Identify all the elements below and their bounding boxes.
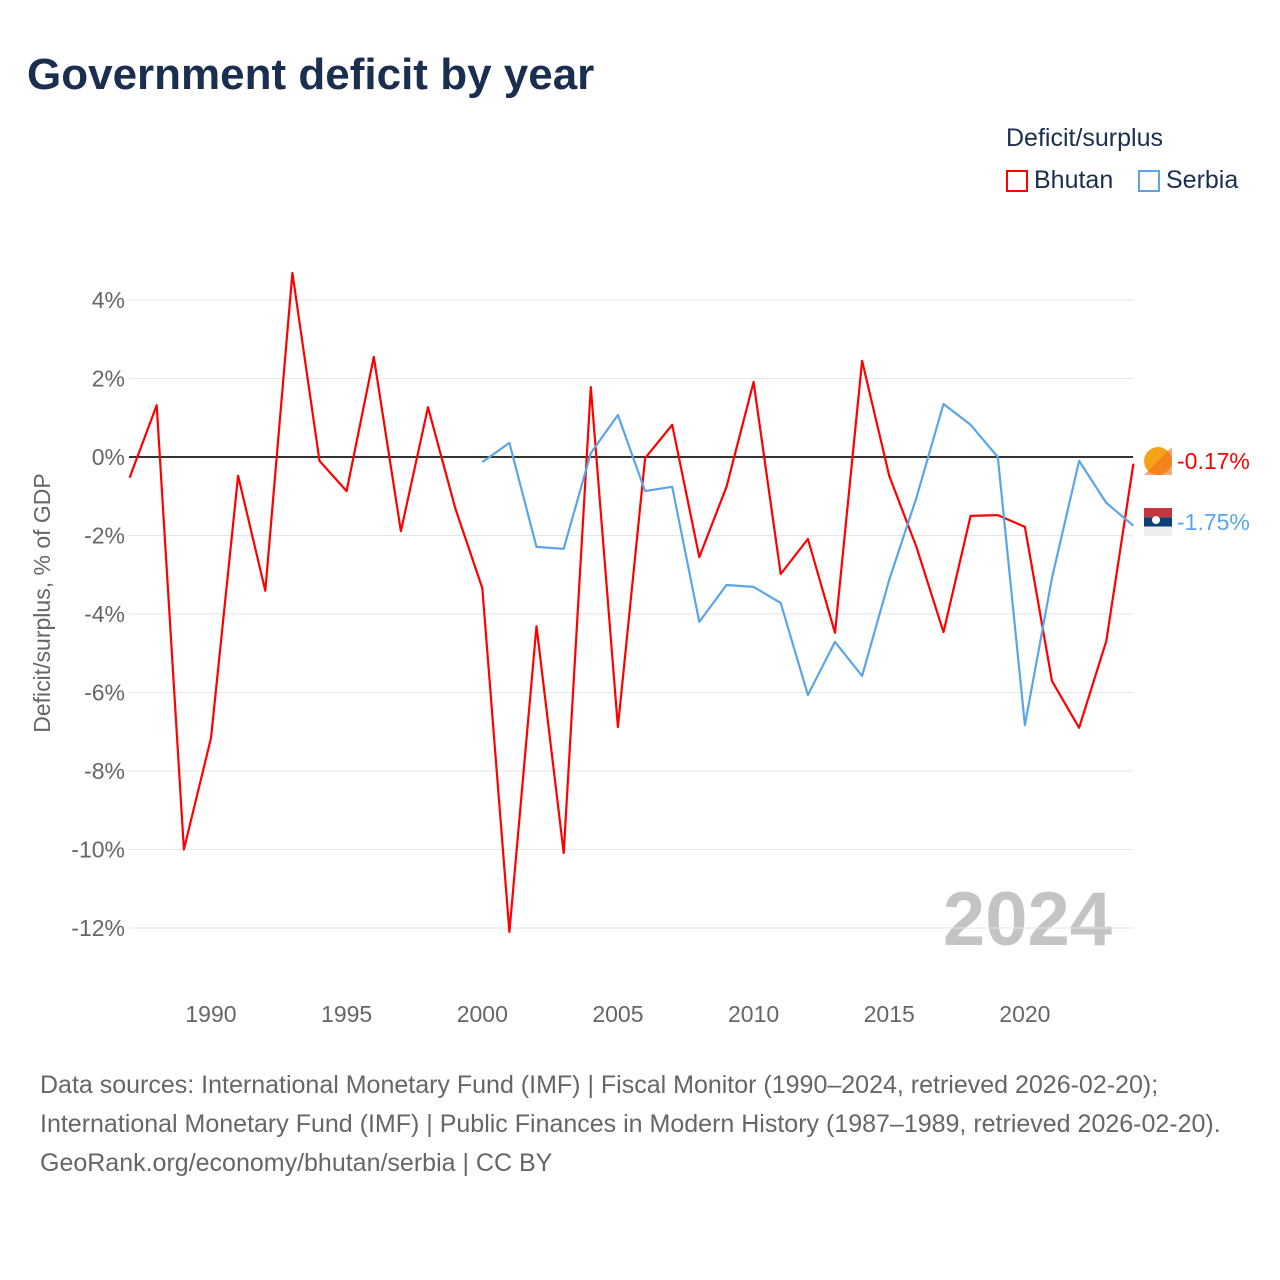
y-tick-label: 4% [92,287,125,313]
legend-label: Serbia [1166,166,1239,194]
legend-item-bhutan[interactable]: Bhutan [1006,166,1113,195]
y-tick-label: 0% [92,444,125,470]
y-tick-label: -8% [84,758,125,784]
data-sources: Data sources: International Monetary Fun… [40,1071,1221,1138]
y-tick-label: 2% [92,366,125,392]
series-line-serbia [481,402,1135,727]
x-tick-label: 2005 [592,1001,643,1027]
y-tick-label: -12% [71,915,125,941]
end-value-label-serbia: -1.75% [1177,509,1250,535]
serbia-flag-icon [1144,526,1172,536]
x-tick-label: 2020 [999,1001,1050,1027]
credit-link[interactable]: GeoRank.org/economy/bhutan/serbia | CC B… [40,1149,553,1177]
footer: Data sources: International Monetary Fun… [40,1066,1240,1183]
serbia-flag-icon [1144,508,1172,518]
bhutan-flag-icon [1144,447,1172,475]
legend-swatch-bhutan [1006,169,1028,192]
legend-item-serbia[interactable]: Serbia [1138,166,1238,195]
x-tick-label: 1990 [185,1001,236,1027]
legend-swatch-serbia [1138,169,1160,192]
y-tick-label: -2% [84,523,125,549]
chart-title: Government deficit by year [27,50,595,99]
year-watermark: 2024 [943,877,1112,962]
y-tick-label: -10% [71,837,125,863]
y-axis-label: Deficit/surplus, % of GDP [29,473,55,732]
x-tick-label: 2000 [457,1001,508,1027]
legend-title: Deficit/surplus [1006,124,1163,152]
end-value-label-bhutan: -0.17% [1177,448,1250,474]
y-tick-label: -4% [84,601,125,627]
x-tick-label: 2010 [728,1001,779,1027]
x-tick-label: 1995 [321,1001,372,1027]
series-line-bhutan [128,271,1135,934]
serbia-flag-icon [1152,516,1160,524]
y-tick-label: -6% [84,680,125,706]
x-tick-label: 2015 [864,1001,915,1027]
legend-label: Bhutan [1034,166,1114,194]
